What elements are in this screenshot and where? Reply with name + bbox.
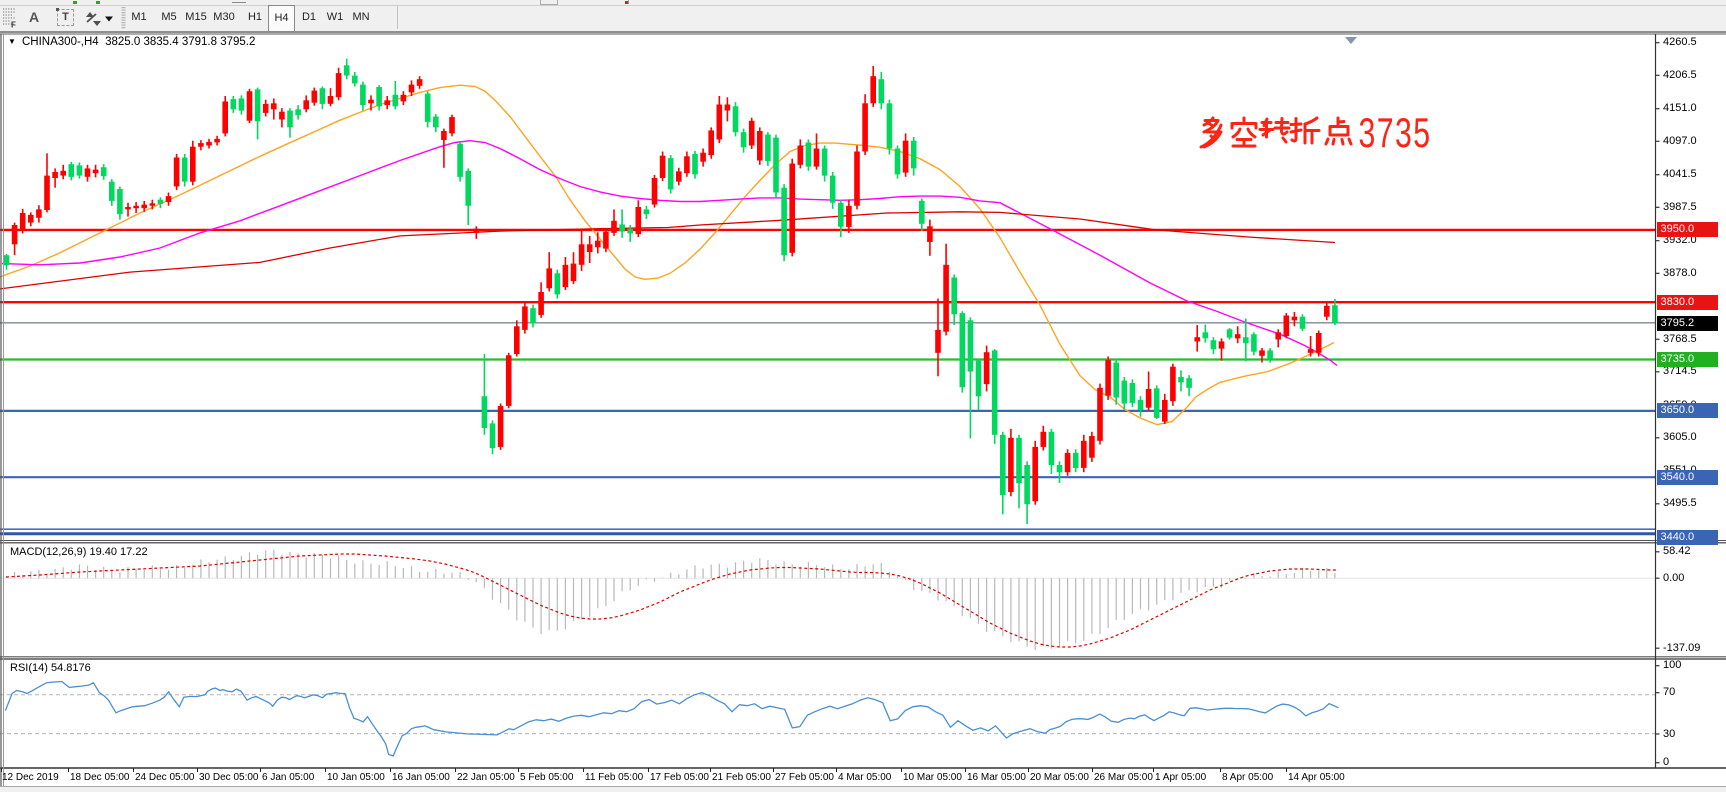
svg-text:3735: 3735	[1359, 116, 1432, 156]
svg-text:F: F	[11, 21, 16, 29]
